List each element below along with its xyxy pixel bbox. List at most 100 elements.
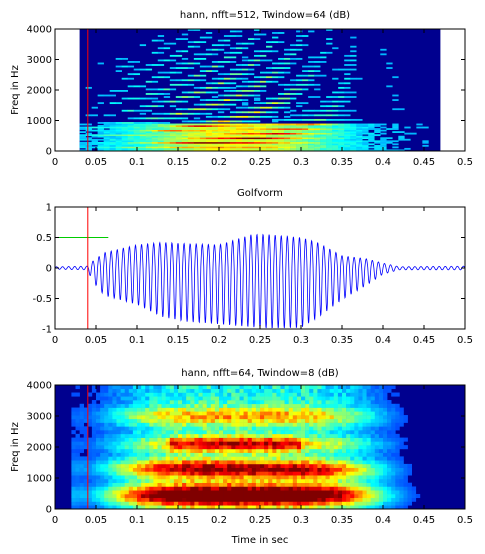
- spectrogram-cell: [91, 418, 97, 423]
- spectrogram-cell: [280, 505, 285, 510]
- spectrogram-cell: [260, 85, 267, 88]
- spectrogram-cell: [108, 497, 113, 502]
- spectrogram-cell: [199, 99, 207, 101]
- spectrogram-cell: [198, 456, 203, 461]
- spectrogram-cell: [193, 146, 201, 149]
- spectrogram-cell: [145, 460, 150, 465]
- spectrogram-cell: [163, 143, 171, 146]
- spectrogram-cell: [344, 82, 351, 85]
- spectrogram-cell: [239, 467, 244, 472]
- spectrogram-cell: [391, 418, 396, 423]
- spectrogram-cell: [325, 433, 330, 438]
- spectrogram-cell: [223, 456, 228, 461]
- spectrogram-cell: [161, 475, 166, 480]
- spectrogram-cell: [358, 463, 363, 468]
- spectrogram-cell: [79, 441, 84, 446]
- spectrogram-cell: [145, 125, 153, 127]
- spectrogram-cell: [206, 437, 212, 442]
- spectrogram-cell: [109, 149, 116, 152]
- spectrogram-cell: [116, 448, 121, 453]
- spectrogram-cell: [229, 149, 237, 152]
- spectrogram-cell: [239, 415, 244, 420]
- spectrogram-cell: [227, 385, 232, 390]
- spectrogram-cell: [151, 88, 159, 91]
- spectrogram-cell: [284, 396, 289, 401]
- spectrogram-cell: [344, 141, 351, 144]
- spectrogram-cell: [308, 141, 315, 144]
- spectrogram-cell: [175, 141, 183, 144]
- spectrogram-cell: [165, 426, 171, 431]
- spectrogram-cell: [141, 478, 146, 483]
- spectrogram-cell: [362, 490, 367, 495]
- spectrogram-cell: [320, 128, 327, 130]
- spectrogram-cell: [211, 70, 219, 72]
- spectrogram-cell: [292, 486, 298, 491]
- spectrogram-cell: [108, 478, 113, 483]
- spectrogram-cell: [362, 123, 369, 126]
- spectrogram-cell: [71, 407, 76, 412]
- spectrogram-cell: [145, 138, 153, 141]
- spectrogram-cell: [165, 385, 171, 390]
- spectrogram-cell: [112, 430, 117, 435]
- spectrogram-cell: [137, 463, 142, 468]
- spectrogram-cell: [296, 137, 303, 140]
- spectrogram-cell: [175, 128, 183, 130]
- spectrogram-cell: [235, 138, 243, 141]
- spectrogram-cell: [104, 501, 109, 506]
- spectrogram-cell: [178, 452, 183, 457]
- spectrogram-cell: [350, 452, 355, 457]
- spectrogram-cell: [342, 497, 347, 502]
- spectrogram-cell: [305, 456, 310, 461]
- spectrogram-cell: [133, 122, 141, 124]
- spectrogram-cell: [231, 407, 236, 412]
- spectrogram-cell: [305, 441, 310, 446]
- spectrogram-cell: [326, 131, 333, 133]
- spectrogram-cell: [161, 463, 166, 468]
- spectrogram-cell: [264, 400, 269, 405]
- spectrogram-cell: [366, 407, 371, 412]
- spectrogram-cell: [255, 493, 261, 499]
- spectrogram-cell: [193, 141, 201, 144]
- spectrogram-cell: [317, 452, 322, 457]
- spectrogram-cell: [96, 463, 101, 468]
- spectrogram-cell: [108, 471, 113, 476]
- spectrogram-cell: [362, 126, 369, 129]
- spectrogram-cell: [186, 482, 191, 487]
- spectrogram-cell: [374, 478, 380, 483]
- spectrogram-cell: [403, 463, 408, 468]
- spectrogram-cell: [235, 135, 243, 138]
- spectrogram-cell: [206, 415, 212, 420]
- spectrogram-cell: [227, 475, 232, 480]
- spectrogram-cell: [391, 467, 396, 472]
- spectrogram-cell: [368, 125, 375, 127]
- spectrogram-cell: [378, 403, 384, 408]
- spectrogram-cell: [163, 71, 171, 74]
- spectrogram-cell: [128, 478, 134, 483]
- x-axis-ticks: 0 0.05 0.1 0.15 0.2 0.25 0.3 0.35 0.4 0.45 0.5: [52, 29, 473, 168]
- spectrogram-cell: [239, 452, 244, 457]
- spectrogram-cell: [235, 68, 243, 71]
- spectrogram-cell: [374, 456, 380, 461]
- spectrogram-cell: [116, 471, 121, 476]
- spectrogram-cell: [346, 478, 351, 483]
- spectrogram-cell: [387, 490, 392, 495]
- spectrogram-cell: [169, 505, 175, 510]
- spectrogram-cell: [96, 441, 101, 446]
- spectrogram-cell: [266, 126, 273, 129]
- spectrogram-cell: [241, 73, 249, 76]
- spectrogram-cell: [165, 411, 171, 416]
- spectrogram-cell: [344, 147, 351, 150]
- spectrogram-cell: [87, 448, 93, 453]
- spectrogram-cell: [276, 456, 281, 461]
- spectrogram-cell: [182, 478, 187, 483]
- spectrogram-cell: [398, 137, 405, 140]
- spectrogram-cell: [75, 482, 80, 487]
- spectrogram-cell: [284, 138, 291, 141]
- spectrogram-cell: [87, 415, 93, 420]
- spectrogram-cell: [186, 456, 191, 461]
- spectrogram-cell: [139, 147, 147, 150]
- spectrogram-cell: [268, 437, 273, 442]
- spectrogram-cell: [313, 456, 318, 461]
- spectrogram-cell: [139, 68, 147, 71]
- spectrogram-cell: [358, 497, 363, 502]
